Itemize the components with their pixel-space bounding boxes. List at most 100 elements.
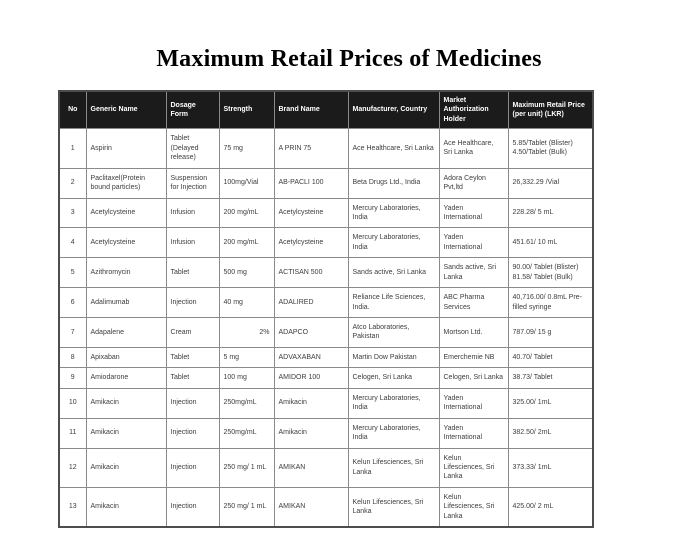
- cell-generic-name: Acetylcysteine: [85, 227, 167, 259]
- cell-market-authorization-holder: Yaden International: [438, 197, 509, 229]
- cell-no: 8: [58, 346, 87, 369]
- cell-market-authorization-holder: Celogen, Sri Lanka: [438, 367, 509, 389]
- cell-max-retail-price: 451.61/ 10 mL: [507, 227, 594, 259]
- cell-brand-name: AMIKAN: [273, 486, 349, 528]
- cell-generic-name: Amiodarone: [85, 367, 167, 389]
- cell-no: 5: [58, 257, 87, 289]
- cell-no: 10: [58, 387, 87, 419]
- cell-strength: 250 mg/ 1 mL: [218, 486, 275, 528]
- cell-manufacturer-country: Beta Drugs Ltd., India: [347, 167, 440, 199]
- page-title: Maximum Retail Prices of Medicines: [156, 46, 542, 72]
- cell-dosage-form: Suspension for Injection: [165, 167, 220, 199]
- cell-market-authorization-holder: Sands active, Sri Lanka: [438, 257, 509, 289]
- cell-brand-name: AMIKAN: [273, 447, 349, 488]
- cell-dosage-form: Injection: [165, 486, 220, 528]
- cell-market-authorization-holder: Emerchemie NB: [438, 346, 509, 369]
- cell-strength: 100 mg: [218, 367, 275, 389]
- cell-dosage-form: Injection: [165, 387, 220, 419]
- cell-max-retail-price: 40,716.00/ 0.8mL Pre-filled syringe: [507, 287, 594, 318]
- cell-strength: 200 mg/mL: [218, 227, 275, 259]
- cell-generic-name: Adalimumab: [85, 287, 167, 318]
- cell-generic-name: Azithromycin: [85, 257, 167, 289]
- cell-generic-name: Amikacin: [85, 387, 167, 419]
- cell-max-retail-price: 26,332.29 /Vial: [507, 167, 594, 199]
- cell-brand-name: A PRIN 75: [273, 128, 349, 169]
- cell-max-retail-price: 787.09/ 15 g: [507, 317, 594, 348]
- cell-generic-name: Apixaban: [85, 346, 167, 369]
- cell-manufacturer-country: Mercury Laboratories, India: [347, 387, 440, 419]
- column-header-market-authorization-holder: Market Authorization Holder: [438, 90, 509, 130]
- cell-no: 9: [58, 367, 87, 389]
- table-row: 12 Amikacin Injection 250 mg/ 1 mL AMIKAN Kel…: [58, 447, 594, 488]
- cell-brand-name: AMIDOR 100: [273, 367, 349, 389]
- cell-brand-name: Amikacin: [273, 387, 349, 419]
- cell-max-retail-price: 228.28/ 5 mL: [507, 197, 594, 229]
- cell-manufacturer-country: Atco Laboratories, Pakistan: [347, 317, 440, 348]
- cell-no: 13: [58, 486, 87, 528]
- cell-market-authorization-holder: Kelun Lifesciences, Sri Lanka: [438, 447, 509, 488]
- cell-dosage-form: Injection: [165, 447, 220, 488]
- cell-manufacturer-country: Celogen, Sri Lanka: [347, 367, 440, 389]
- column-header-no: No: [58, 90, 87, 130]
- cell-dosage-form: Tablet: [165, 257, 220, 289]
- cell-brand-name: ACTISAN 500: [273, 257, 349, 289]
- cell-dosage-form: Tablet (Delayed release): [165, 128, 220, 169]
- cell-dosage-form: Injection: [165, 287, 220, 318]
- cell-market-authorization-holder: Yaden International: [438, 387, 509, 419]
- cell-strength: 5 mg: [218, 346, 275, 369]
- cell-market-authorization-holder: Yaden International: [438, 417, 509, 449]
- cell-dosage-form: Infusion: [165, 197, 220, 229]
- table-row: 8 Apixaban Tablet 5 mg ADVAXABAN Martin Dow P…: [58, 346, 594, 369]
- table-row: 11 Amikacin Injection 250mg/mL Amikacin Mercu…: [58, 417, 594, 449]
- cell-dosage-form: Cream: [165, 317, 220, 348]
- cell-dosage-form: Tablet: [165, 367, 220, 389]
- cell-manufacturer-country: Mercury Laboratories, India: [347, 197, 440, 229]
- cell-max-retail-price: 40.70/ Tablet: [507, 346, 594, 369]
- column-header-dosage-form: Dosage Form: [165, 90, 220, 130]
- cell-dosage-form: Injection: [165, 417, 220, 449]
- table-header: No Generic Name Dosage Form Strength Brand N…: [58, 90, 594, 130]
- cell-max-retail-price: 425.00/ 2 mL: [507, 486, 594, 528]
- cell-manufacturer-country: Reliance Life Sciences, India.: [347, 287, 440, 318]
- cell-generic-name: Amikacin: [85, 447, 167, 488]
- table-row: 2 Paclitaxel(Protein bound particles) Susp…: [58, 167, 594, 199]
- table-row: 1 Aspirin Tablet (Delayed release) 75 mg A P…: [58, 128, 594, 169]
- cell-manufacturer-country: Mercury Laboratories, India: [347, 417, 440, 449]
- cell-manufacturer-country: Martin Dow Pakistan: [347, 346, 440, 369]
- cell-strength: 100mg/Vial: [218, 167, 275, 199]
- table-row: 10 Amikacin Injection 250mg/mL Amikacin Mercu…: [58, 387, 594, 419]
- cell-manufacturer-country: Kelun Lifesciences, Sri Lanka: [347, 447, 440, 488]
- cell-market-authorization-holder: Yaden International: [438, 227, 509, 259]
- cell-market-authorization-holder: Mortson Ltd.: [438, 317, 509, 348]
- cell-market-authorization-holder: Ace Healthcare, Sri Lanka: [438, 128, 509, 169]
- cell-max-retail-price: 373.33/ 1mL: [507, 447, 594, 488]
- column-header-brand-name: Brand Name: [273, 90, 349, 130]
- cell-dosage-form: Tablet: [165, 346, 220, 369]
- cell-brand-name: ADVAXABAN: [273, 346, 349, 369]
- cell-strength: 40 mg: [218, 287, 275, 318]
- column-header-strength: Strength: [218, 90, 275, 130]
- cell-strength: 2%: [218, 317, 275, 348]
- cell-manufacturer-country: Sands active, Sri Lanka: [347, 257, 440, 289]
- table-row: 9 Amiodarone Tablet 100 mg AMIDOR 100 Celogen…: [58, 367, 594, 389]
- cell-brand-name: AB-PACLI 100: [273, 167, 349, 199]
- cell-no: 4: [58, 227, 87, 259]
- cell-brand-name: ADAPCO: [273, 317, 349, 348]
- cell-strength: 200 mg/mL: [218, 197, 275, 229]
- cell-max-retail-price: 5.85/Tablet (Blister) 4.50/Tablet (Bulk): [507, 128, 594, 169]
- cell-no: 6: [58, 287, 87, 318]
- column-header-max-retail-price: Maximum Retail Price (per unit) (LKR): [507, 90, 594, 130]
- table-body: 1 Aspirin Tablet (Delayed release) 75 mg A P…: [58, 128, 594, 528]
- cell-no: 1: [58, 128, 87, 169]
- cell-strength: 250mg/mL: [218, 417, 275, 449]
- cell-market-authorization-holder: Adora Ceylon Pvt,ltd: [438, 167, 509, 199]
- cell-brand-name: Amikacin: [273, 417, 349, 449]
- cell-no: 7: [58, 317, 87, 348]
- column-header-generic-name: Generic Name: [85, 90, 167, 130]
- cell-generic-name: Acetylcysteine: [85, 197, 167, 229]
- cell-no: 2: [58, 167, 87, 199]
- cell-strength: 500 mg: [218, 257, 275, 289]
- cell-market-authorization-holder: Kelun Lifesciences, Sri Lanka: [438, 486, 509, 528]
- cell-generic-name: Adapalene: [85, 317, 167, 348]
- cell-no: 3: [58, 197, 87, 229]
